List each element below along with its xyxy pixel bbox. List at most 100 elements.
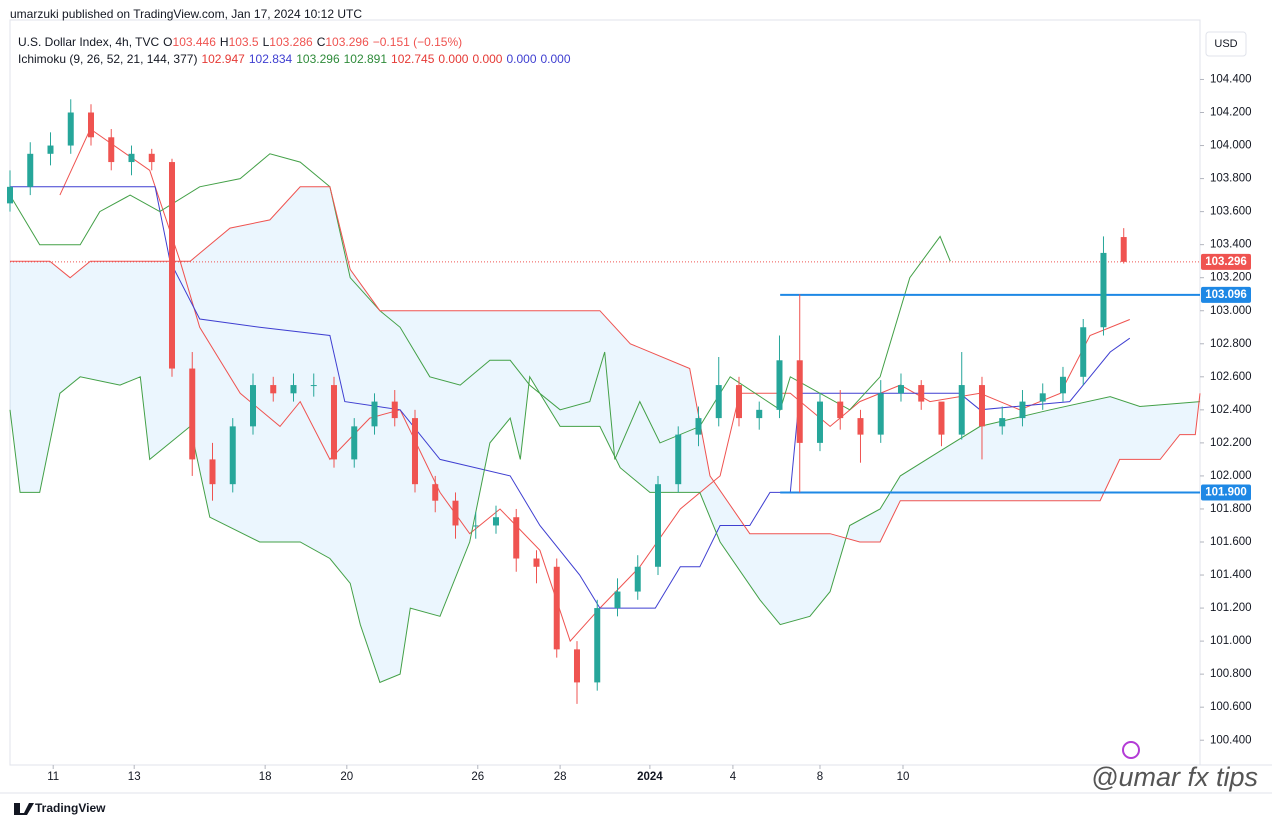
publisher: umarzuki published on TradingView.com, J…: [10, 7, 362, 21]
legend-line: Ichimoku (9, 26, 52, 21, 144, 377) 102.94…: [18, 52, 575, 66]
candle-body: [877, 393, 884, 435]
candle-body: [776, 360, 783, 410]
candle-body: [695, 418, 702, 435]
y-tick-label: 102.400: [1210, 404, 1252, 416]
indicator-value: 0.000: [438, 52, 469, 66]
tv-logo: [14, 803, 34, 815]
x-tick-label: 11: [47, 771, 59, 783]
ohlc-value: 103.286: [269, 35, 313, 49]
candle-body: [735, 385, 742, 419]
tv-brand: TradingView: [35, 801, 106, 815]
indicator-line: [9, 375, 1201, 684]
indicator-line: [9, 153, 951, 460]
price-badge-label: 103.296: [1205, 256, 1247, 268]
y-tick-label: 104.000: [1210, 140, 1252, 152]
y-tick-label: 100.800: [1210, 668, 1252, 680]
x-tick-label: 26: [471, 771, 484, 783]
indicator-value: 103.296: [296, 52, 340, 66]
price-badge: [1201, 484, 1251, 501]
candle-body: [249, 385, 256, 427]
ohlc-letter: H: [219, 35, 229, 49]
candle-body: [573, 649, 580, 683]
indicator-line: [59, 128, 1130, 643]
y-tick-label: 100.600: [1210, 701, 1252, 713]
y-tick-label: 101.800: [1210, 503, 1252, 515]
candle-body: [978, 385, 985, 427]
y-tick-label: 101.600: [1210, 536, 1252, 548]
symbol: U.S. Dollar Index, 4h, TVC: [18, 35, 160, 49]
x-tick-label: 8: [817, 771, 823, 783]
x-tick-label: 4: [730, 771, 737, 783]
candle-body: [918, 385, 925, 402]
y-tick-label: 104.400: [1210, 73, 1252, 85]
y-tick-label: 101.200: [1210, 602, 1252, 614]
currency: USD: [1214, 38, 1237, 50]
ohlc-letter: O: [163, 35, 173, 49]
candle-body: [756, 409, 763, 419]
cloud-fill: [10, 186, 1200, 683]
candle-body: [290, 385, 297, 394]
candle-body: [634, 566, 641, 592]
indicator-value: 0.000: [540, 52, 571, 66]
change: −0.151 (−0.15%): [372, 35, 463, 49]
candle-body: [452, 500, 459, 526]
indicator-value: 0.000: [506, 52, 537, 66]
y-tick-label: 103.800: [1210, 173, 1252, 185]
candle-body: [108, 137, 115, 163]
indicator-value: 102.834: [248, 52, 293, 66]
x-tick-label: 10: [897, 771, 910, 783]
candle-body: [796, 360, 803, 443]
candle-body: [816, 401, 823, 443]
candle-body: [270, 385, 277, 394]
indicator-name: Ichimoku (9, 26, 52, 21, 144, 377): [18, 52, 198, 66]
indicator-line: [10, 186, 1201, 543]
y-tick-label: 101.000: [1210, 635, 1252, 647]
alert-icon[interactable]: [1122, 741, 1140, 759]
candle-body: [553, 566, 560, 650]
currency-button[interactable]: [1205, 31, 1247, 57]
y-tick-label: 103.200: [1210, 272, 1252, 284]
y-tick-label: 104.200: [1210, 107, 1252, 119]
x-tick-label: 20: [340, 771, 353, 783]
candle-body: [999, 418, 1006, 427]
candle-body: [7, 186, 13, 204]
ohlc-letter: L: [262, 35, 270, 49]
candle-body: [1120, 237, 1127, 262]
price-badge-label: 103.096: [1205, 289, 1247, 301]
candle-body: [128, 153, 135, 163]
candle-body: [492, 517, 499, 526]
price-badge-label: 101.900: [1205, 486, 1247, 498]
candle-body: [594, 608, 601, 683]
candle-body: [1100, 252, 1107, 328]
candle-body: [1080, 327, 1087, 377]
candle-body: [614, 591, 621, 609]
y-tick-label: 102.800: [1210, 338, 1252, 350]
candle-body: [938, 401, 945, 435]
x-tick-label: 2024: [637, 771, 663, 783]
indicator-value: 102.947: [201, 52, 245, 66]
candle-body: [229, 426, 236, 485]
candle-body: [87, 112, 94, 138]
candle-body: [391, 401, 398, 419]
plot-area: [9, 19, 1201, 766]
ohlc-value: 103.296: [325, 35, 369, 49]
y-tick-label: 102.000: [1210, 470, 1252, 482]
y-tick-label: 103.400: [1210, 239, 1252, 251]
candle-body: [67, 112, 74, 146]
y-tick-label: 102.600: [1210, 371, 1252, 383]
candle-body: [148, 153, 155, 163]
candle-body: [1019, 401, 1026, 419]
y-tick-label: 102.200: [1210, 437, 1252, 449]
ohlc-value: 103.446: [172, 35, 216, 49]
candle-body: [837, 401, 844, 419]
x-tick-label: 28: [554, 771, 567, 783]
y-tick-label: 101.400: [1210, 569, 1252, 581]
y-tick-label: 103.600: [1210, 206, 1252, 218]
watermark: @umar fx tips: [1091, 762, 1258, 792]
candle-body: [371, 401, 378, 427]
candle-body: [472, 525, 479, 527]
candle-body: [47, 145, 54, 154]
candle-body: [1039, 393, 1046, 402]
